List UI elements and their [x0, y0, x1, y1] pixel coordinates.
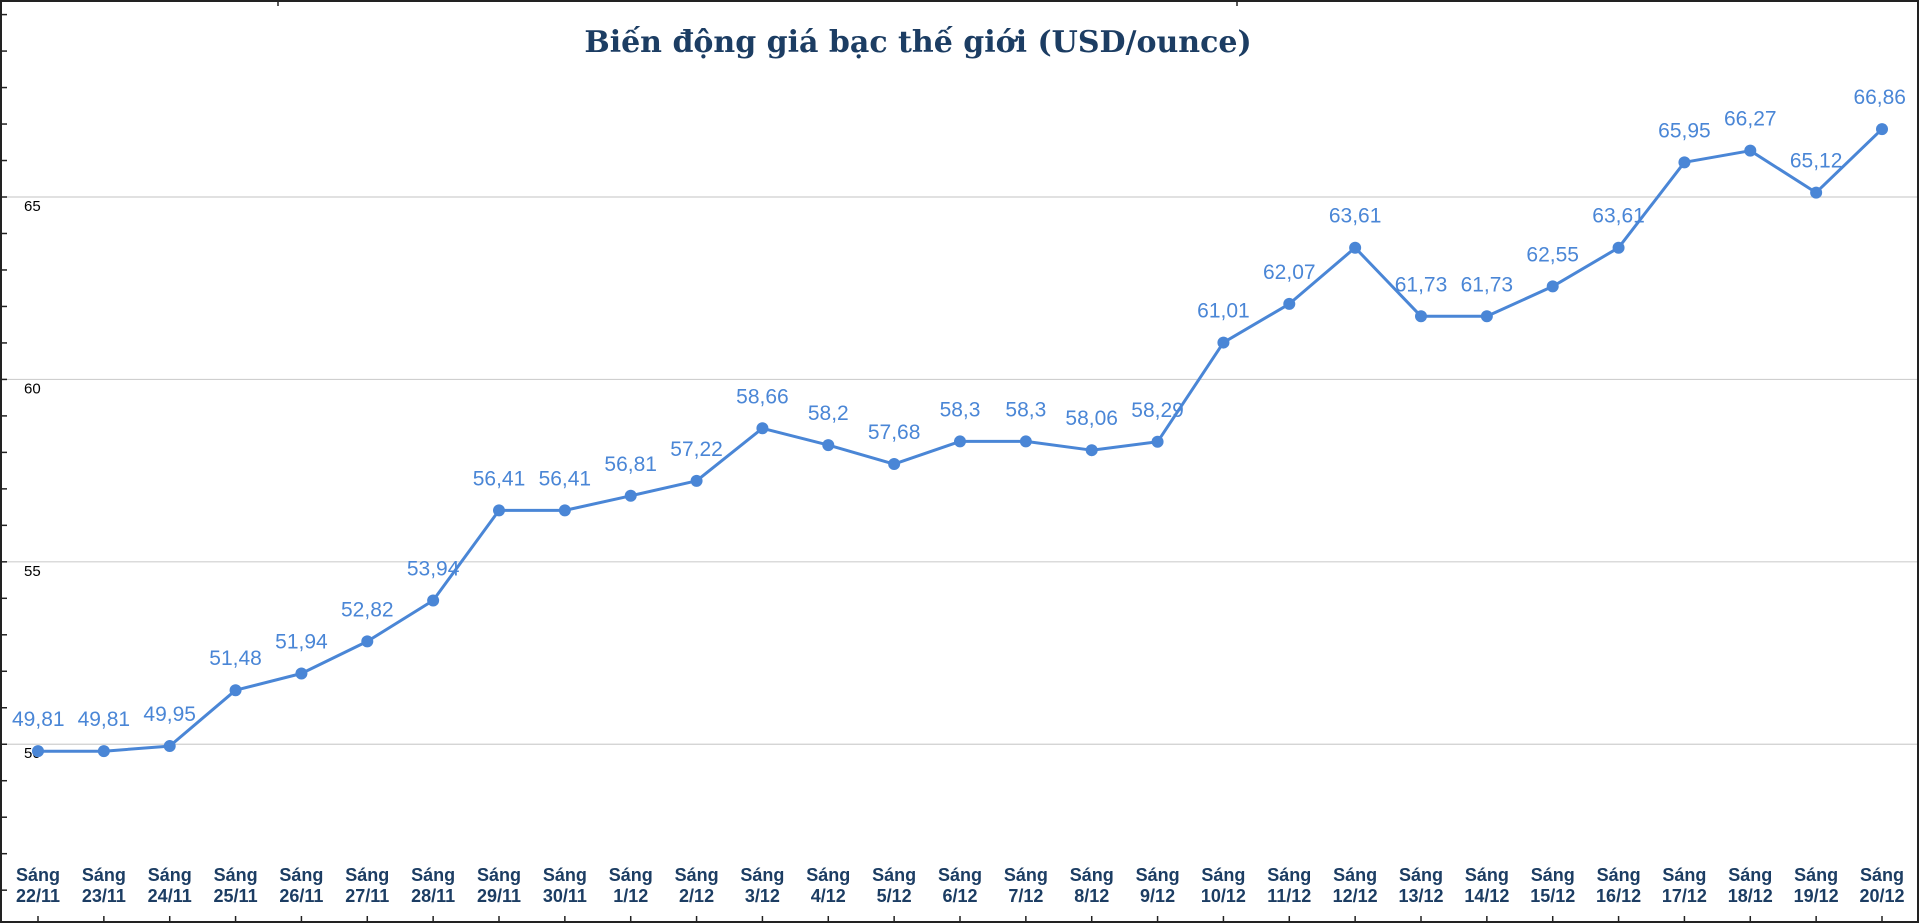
data-point: [1744, 144, 1757, 157]
x-tick-label: Sáng 25/11: [214, 865, 258, 906]
data-point: [954, 435, 966, 448]
edge-tick-marks: [0, 0, 1238, 891]
data-point: [1876, 123, 1888, 136]
data-label: 66,86: [1853, 86, 1906, 109]
data-point: [295, 667, 308, 680]
data-point: [1085, 444, 1098, 457]
data-labels: 49,81 49,81 49,95 51,48 51,94 52,82 53,94 56,41…: [12, 86, 1906, 731]
x-tick-label: Sáng 23/11: [82, 865, 126, 906]
x-tick-label: Sáng 18/12: [1728, 865, 1773, 906]
data-point: [163, 740, 176, 753]
x-axis: Sáng 22/11 Sáng 23/11 Sáng 24/11 Sáng 25/11 Sáng…: [16, 865, 1905, 923]
data-label: 58,29: [1131, 399, 1184, 422]
x-tick-label: Sáng 27/11: [345, 865, 389, 906]
data-label: 52,82: [341, 598, 394, 621]
x-tick-label: Sáng 14/12: [1464, 865, 1509, 906]
data-label: 58,66: [736, 385, 789, 408]
data-label: 57,22: [670, 438, 723, 461]
data-points: [32, 123, 1888, 758]
data-label: 53,94: [407, 557, 460, 580]
x-tick-label: Sáng 15/12: [1530, 865, 1575, 906]
chart-title: Biến động giá bạc thế giới (USD/ounce): [584, 25, 1251, 60]
data-label: 56,81: [604, 453, 657, 476]
data-label: 62,07: [1263, 261, 1316, 284]
data-point: [1415, 310, 1427, 323]
data-point: [1217, 336, 1230, 349]
x-tick-label: Sáng 6/12: [938, 865, 982, 906]
data-point: [1283, 297, 1296, 310]
data-label: 49,81: [12, 708, 65, 731]
data-point: [888, 458, 901, 471]
x-tick-label: Sáng 8/12: [1070, 865, 1114, 906]
x-tick-label: Sáng 19/12: [1794, 865, 1839, 906]
data-point: [822, 439, 835, 452]
data-label: 65,95: [1658, 119, 1711, 142]
data-point: [756, 422, 769, 435]
y-tick-label: 60: [24, 380, 41, 397]
data-point: [32, 745, 44, 758]
data-label: 63,61: [1592, 205, 1645, 228]
x-tick-label: Sáng 16/12: [1596, 865, 1641, 906]
data-label: 65,12: [1790, 150, 1843, 173]
data-label: 62,55: [1526, 243, 1579, 266]
x-tick-label: Sáng 24/11: [148, 865, 192, 906]
data-label: 58,06: [1065, 407, 1118, 430]
data-label: 63,61: [1329, 205, 1382, 228]
data-label: 56,41: [473, 467, 526, 490]
data-point: [690, 474, 703, 487]
x-tick-label: Sáng 4/12: [806, 865, 850, 906]
data-point: [361, 635, 374, 648]
y-tick-label: 65: [24, 198, 41, 215]
data-point: [1480, 310, 1493, 323]
data-point: [558, 504, 571, 517]
data-label: 58,3: [1005, 398, 1046, 421]
data-label: 57,68: [868, 421, 921, 444]
data-label: 58,2: [808, 402, 849, 425]
data-label: 49,95: [143, 703, 196, 726]
x-tick-label: Sáng 11/12: [1267, 865, 1311, 906]
x-tick-label: Sáng 17/12: [1662, 865, 1707, 906]
data-point: [493, 504, 505, 517]
data-label: 58,3: [940, 398, 981, 421]
x-tick-label: Sáng 30/11: [543, 865, 587, 906]
x-tick-label: Sáng 29/11: [477, 865, 521, 906]
x-tick-label: Sáng 7/12: [1004, 865, 1048, 906]
data-point: [1546, 280, 1559, 293]
x-tick-label: Sáng 22/11: [16, 865, 60, 906]
data-label: 61,01: [1197, 300, 1250, 323]
data-point: [1151, 435, 1164, 448]
x-tick-label: Sáng 1/12: [609, 865, 653, 906]
data-point: [229, 684, 242, 697]
data-point: [1349, 241, 1362, 254]
x-tick-label: Sáng 12/12: [1333, 865, 1378, 906]
data-point: [1612, 241, 1625, 254]
data-label: 51,48: [209, 647, 262, 670]
data-point: [624, 489, 637, 502]
x-tick-label: Sáng 9/12: [1136, 865, 1180, 906]
x-tick-label: Sáng 2/12: [675, 865, 719, 906]
y-tick-label: 55: [24, 563, 41, 580]
data-label: 51,94: [275, 630, 328, 653]
x-tick-label: Sáng 5/12: [872, 865, 916, 906]
data-point: [1678, 156, 1691, 169]
data-point: [427, 594, 440, 607]
data-point: [97, 745, 110, 758]
data-point: [1810, 186, 1823, 199]
data-label: 61,73: [1395, 273, 1448, 296]
x-tick-label: Sáng 13/12: [1398, 865, 1443, 906]
data-label: 66,27: [1724, 108, 1777, 131]
x-tick-label: Sáng 3/12: [740, 865, 784, 906]
data-label: 61,73: [1461, 273, 1514, 296]
gridlines: [6, 196, 1917, 745]
data-label: 56,41: [539, 467, 592, 490]
data-point: [1019, 435, 1032, 448]
data-label: 49,81: [78, 708, 131, 731]
x-tick-label: Sáng 20/12: [1859, 865, 1904, 906]
x-tick-label: Sáng 28/11: [411, 865, 455, 906]
x-tick-label: Sáng 10/12: [1201, 865, 1246, 906]
x-tick-label: Sáng 26/11: [279, 865, 323, 906]
